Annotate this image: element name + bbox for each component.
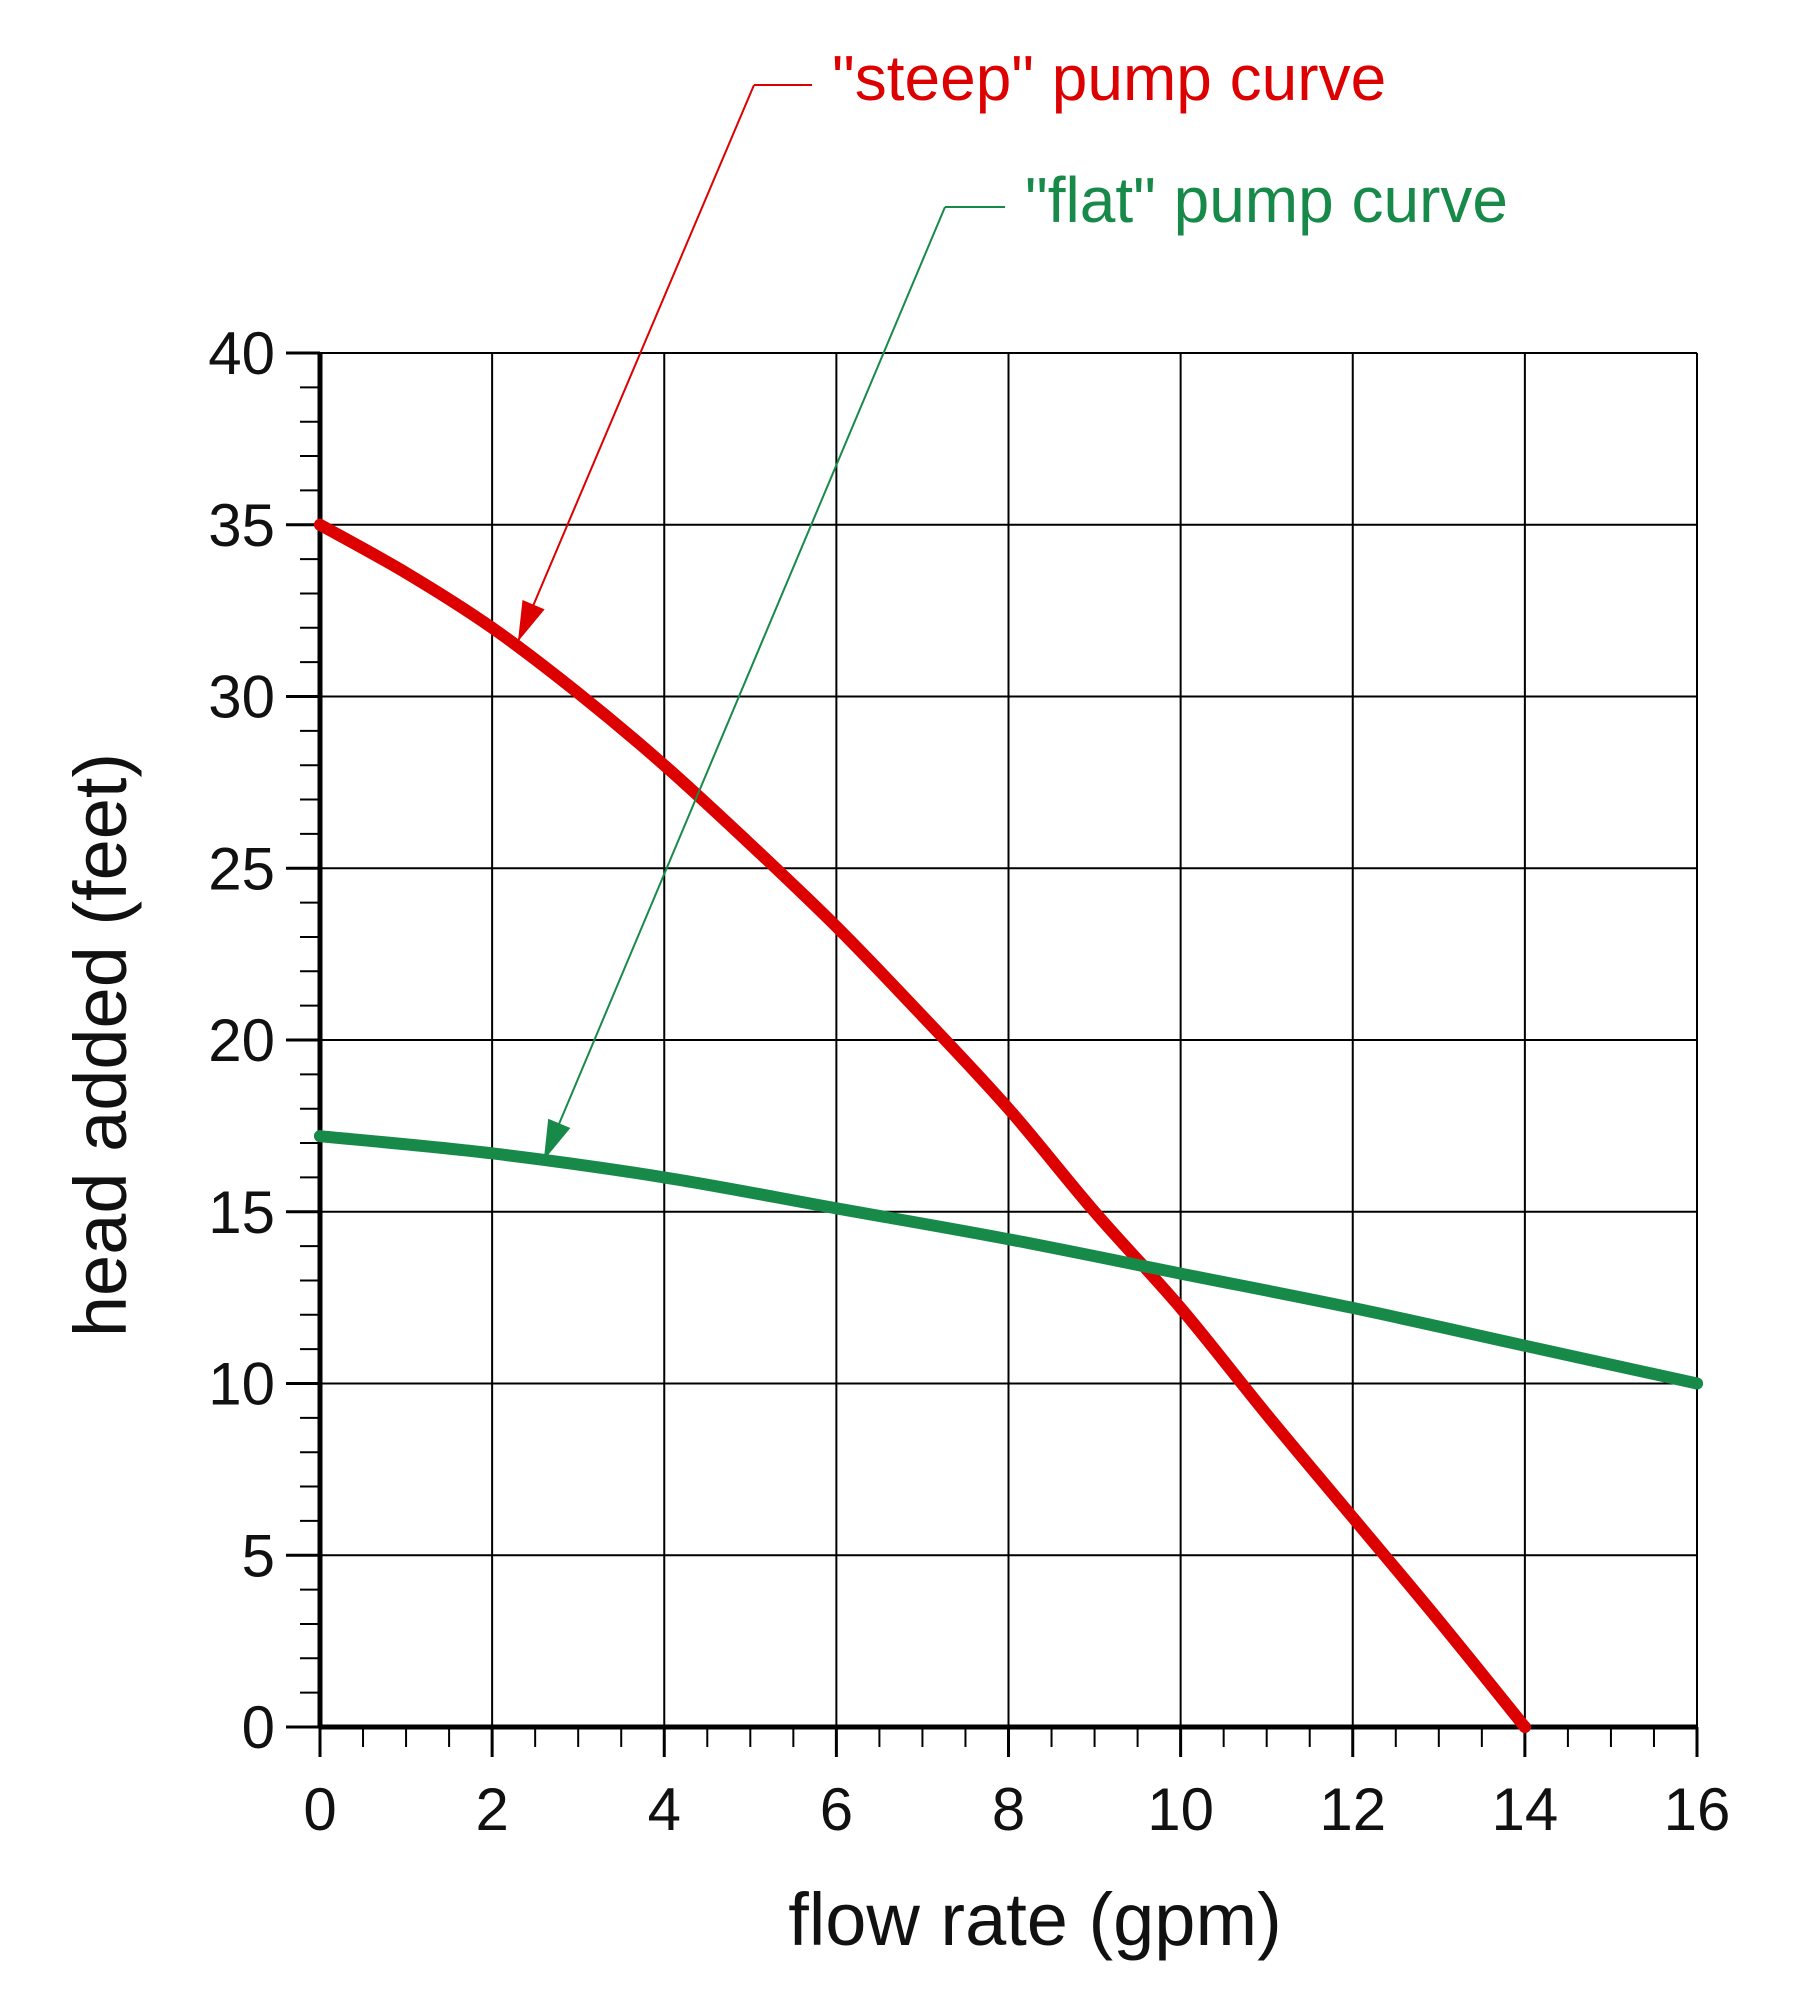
- y-tick-label: 20: [208, 1007, 275, 1074]
- x-tick-label: 6: [820, 1776, 853, 1843]
- flat-curve-annotation-leader: [542, 206, 946, 1161]
- y-tick-label: 10: [208, 1351, 275, 1418]
- flat-pump-curve-line: [314, 1130, 1703, 1390]
- x-tick-label: 10: [1147, 1776, 1214, 1843]
- series-endpoint: [1691, 1377, 1703, 1390]
- series-endpoint: [314, 1130, 326, 1143]
- flat-curve-annotation: "flat" pump curve: [542, 164, 1508, 1161]
- y-tick-label: 25: [208, 835, 275, 902]
- y-axis-title: head added (feet): [59, 753, 142, 1337]
- flat-curve-annotation-arrowhead: [543, 1118, 571, 1161]
- x-tick-label: 14: [1492, 1776, 1559, 1843]
- tick-labels: 0 5 10 15 20 25 30 35 40 0 2 4 6 8 10 12 14 16: [208, 320, 1730, 1843]
- steep-curve-annotation-label: "steep" pump curve: [832, 42, 1386, 114]
- y-tick-label: 5: [242, 1522, 275, 1589]
- minor-ticks: [286, 351, 1699, 1757]
- steep-pump-curve-line: [314, 518, 1531, 1733]
- x-tick-label: 8: [992, 1776, 1025, 1843]
- x-axis-title: flow rate (gpm): [788, 1878, 1281, 1961]
- y-tick-label: 15: [208, 1179, 275, 1246]
- series-endpoint: [314, 518, 326, 531]
- x-tick-label: 16: [1664, 1776, 1731, 1843]
- y-tick-label: 30: [208, 664, 275, 731]
- y-tick-label: 40: [208, 320, 275, 387]
- series: [314, 518, 1703, 1733]
- steep-curve-annotation-leader: [517, 84, 755, 642]
- series-endpoint: [1518, 1721, 1531, 1733]
- y-tick-label: 35: [208, 492, 275, 559]
- x-tick-label: 2: [475, 1776, 508, 1843]
- axes: [317, 353, 1697, 1730]
- x-tick-label: 4: [648, 1776, 681, 1843]
- grid: [319, 352, 1698, 1728]
- x-tick-label: 12: [1319, 1776, 1386, 1843]
- y-tick-label: 0: [242, 1694, 275, 1761]
- steep-curve-annotation: "steep" pump curve: [517, 42, 1386, 642]
- x-tick-label: 0: [303, 1776, 336, 1843]
- steep-curve-annotation-arrowhead: [517, 600, 545, 642]
- flat-curve-annotation-label: "flat" pump curve: [1025, 164, 1508, 236]
- annotations: "steep" pump curve "flat" pump curve: [517, 42, 1508, 1161]
